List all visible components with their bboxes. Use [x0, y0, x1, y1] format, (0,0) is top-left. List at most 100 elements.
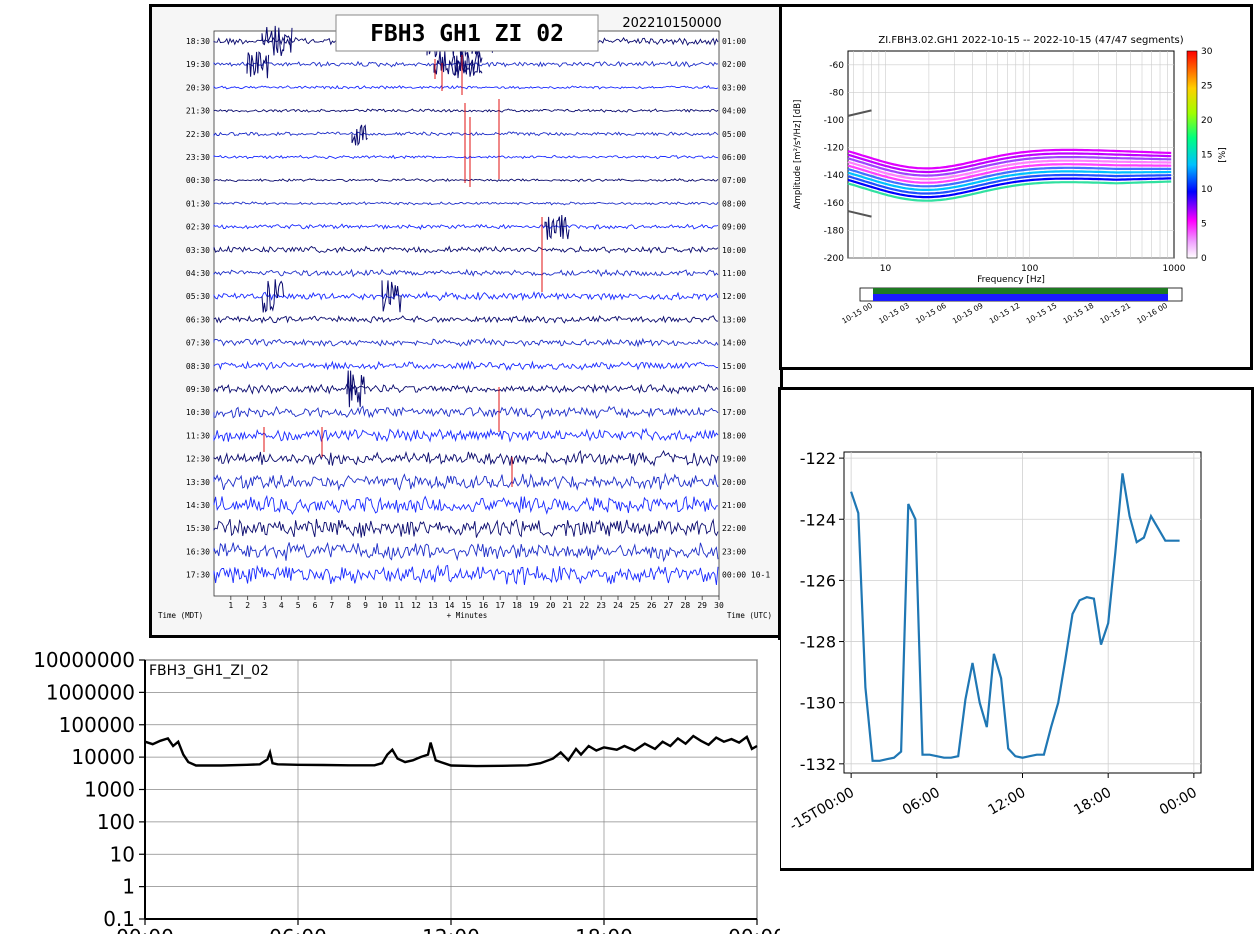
ppsd-x-tick-label: 1000: [1163, 264, 1186, 274]
colorbar-tick-label: 15: [1201, 151, 1212, 161]
ppsd-density-band: [847, 159, 1172, 181]
helicorder-panel: 18:30 01:00 19:30 02:00 20:30 03:00 21:30 04:00…: [149, 4, 783, 638]
minute-tick-label: 22: [580, 601, 590, 610]
helicorder-trace: [213, 541, 719, 563]
left-time-label: 16:30: [186, 547, 210, 556]
date-stamp: 202210150000: [622, 16, 721, 31]
minute-tick-label: 9: [363, 601, 368, 610]
left-time-label: 08:30: [186, 362, 210, 371]
minute-tick-label: 16: [479, 601, 489, 610]
left-time-label: 21:30: [186, 107, 210, 116]
time-tick-label: 10-15 15: [1025, 301, 1059, 326]
ppsd-density-band: [847, 156, 1172, 177]
minute-tick-label: 1: [228, 601, 233, 610]
ppsd-y-tick-label: -80: [829, 88, 844, 98]
minute-tick-label: 14: [445, 601, 455, 610]
right-time-label: 19:00: [722, 455, 746, 464]
colorbar-tick-label: 30: [1201, 47, 1213, 57]
ppsd-density-band: [847, 148, 1172, 170]
time-tick-label: 10-16 00: [1135, 301, 1169, 326]
helicorder-trace: [213, 268, 719, 278]
helicorder-trace: [213, 405, 719, 421]
rms-annotation: FBH3_GH1_ZI_02: [149, 663, 269, 679]
rms-y-tick-label: 10000000: [33, 648, 135, 672]
minute-tick-label: 4: [279, 601, 284, 610]
ppsd-density-band: [847, 173, 1172, 195]
rms-series-line: [144, 734, 758, 768]
minute-tick-label: 15: [462, 601, 472, 610]
ppsd-ylabel: Amplitude [m²/s⁴/Hz] [dB]: [793, 100, 803, 210]
minute-tick-label: 12: [411, 601, 421, 610]
rms-chart-panel: 1000000010000001000001000010001001010.10…: [0, 640, 780, 934]
high-noise-model: [847, 109, 872, 117]
ppsd-y-tick-label: -120: [824, 144, 845, 154]
trend-chart-panel: -122 -124 -126 -128 -130 -132 -15T00:00 06:00 12…: [778, 387, 1254, 871]
helicorder-trace: [213, 427, 719, 443]
helicorder-burst: [246, 51, 270, 79]
helicorder-burst: [451, 50, 483, 79]
helicorder-trace: [213, 472, 719, 492]
left-time-label: 02:30: [186, 223, 210, 232]
right-time-label: 15:00: [722, 362, 746, 371]
colorbar-tick-label: 0: [1201, 254, 1207, 264]
right-time-label: 21:00: [722, 501, 746, 510]
time-tick-label: 10-15 21: [1098, 301, 1132, 326]
right-time-label: 12:00: [722, 292, 746, 301]
minute-tick-label: 17: [495, 601, 505, 610]
minute-tick-label: 21: [563, 601, 573, 610]
helicorder-burst: [261, 25, 293, 56]
ppsd-density-band: [847, 163, 1172, 184]
minute-tick-label: 23: [596, 601, 606, 610]
trend-y-tick-label: -122: [800, 449, 836, 468]
time-tick-label: 10-15 09: [951, 301, 985, 326]
left-time-label: 17:30: [186, 571, 210, 580]
helicorder-trace: [213, 315, 719, 324]
right-time-label: 07:00: [722, 176, 746, 185]
ppsd-density-band: [847, 152, 1172, 174]
left-time-label: 09:30: [186, 385, 210, 394]
right-time-label: 18:00: [722, 431, 746, 440]
colorbar-tick-label: 25: [1201, 82, 1212, 92]
left-time-label: 22:30: [186, 130, 210, 139]
minute-tick-label: 25: [630, 601, 640, 610]
trend-x-tick-label: 18:00: [1071, 785, 1114, 819]
left-time-label: 03:30: [186, 246, 210, 255]
ppsd-panel: -60 -80 -100 -120 -140 -160 -180 -200 10 100 1000 F…: [779, 4, 1253, 370]
ppsd-density-band: [847, 177, 1172, 199]
left-time-label: 05:30: [186, 292, 210, 301]
left-time-label: 06:30: [186, 315, 210, 324]
rms-y-tick-label: 1000: [84, 778, 135, 802]
helicorder-trace: [213, 518, 719, 538]
minute-tick-label: 29: [697, 601, 707, 610]
helicorder-burst: [351, 124, 368, 147]
left-time-label: 20:30: [186, 83, 210, 92]
left-time-label: 18:30: [186, 37, 210, 46]
left-time-label: 23:30: [186, 153, 210, 162]
trend-y-tick-label: -124: [800, 510, 836, 529]
rms-chart: 1000000010000001000001000010001001010.10…: [33, 648, 780, 934]
x-left-label: Time (MDT): [158, 611, 203, 620]
rms-x-tick-label: 00:00: [116, 925, 174, 934]
right-time-label: 00:00 10-1: [722, 571, 770, 580]
helicorder-trace: [213, 337, 719, 348]
minute-tick-label: 27: [664, 601, 674, 610]
minute-tick-label: 13: [428, 601, 438, 610]
left-time-label: 04:30: [186, 269, 210, 278]
time-tick-label: 10-15 06: [914, 301, 948, 326]
left-time-label: 00:30: [186, 176, 210, 185]
trend-y-tick-label: -132: [800, 755, 836, 774]
minute-tick-label: 10: [378, 601, 388, 610]
trend-x-tick-label: 12:00: [986, 785, 1029, 819]
helicorder-burst: [346, 370, 366, 408]
helicorder-trace: [213, 494, 719, 516]
ppsd-y-tick-label: -140: [824, 171, 845, 181]
rms-y-tick-label: 100000: [59, 713, 135, 737]
trend-y-tick-label: -126: [800, 571, 836, 590]
trend-x-tick-label: 06:00: [900, 785, 943, 819]
helicorder-trace: [213, 85, 719, 90]
colorbar-label: [%]: [1218, 147, 1228, 163]
right-time-label: 06:00: [722, 153, 746, 162]
low-noise-model: [847, 210, 872, 218]
colorbar-tick-label: 20: [1201, 116, 1213, 126]
trend-chart: -122 -124 -126 -128 -130 -132 -15T00:00 06:00 12…: [787, 449, 1202, 834]
